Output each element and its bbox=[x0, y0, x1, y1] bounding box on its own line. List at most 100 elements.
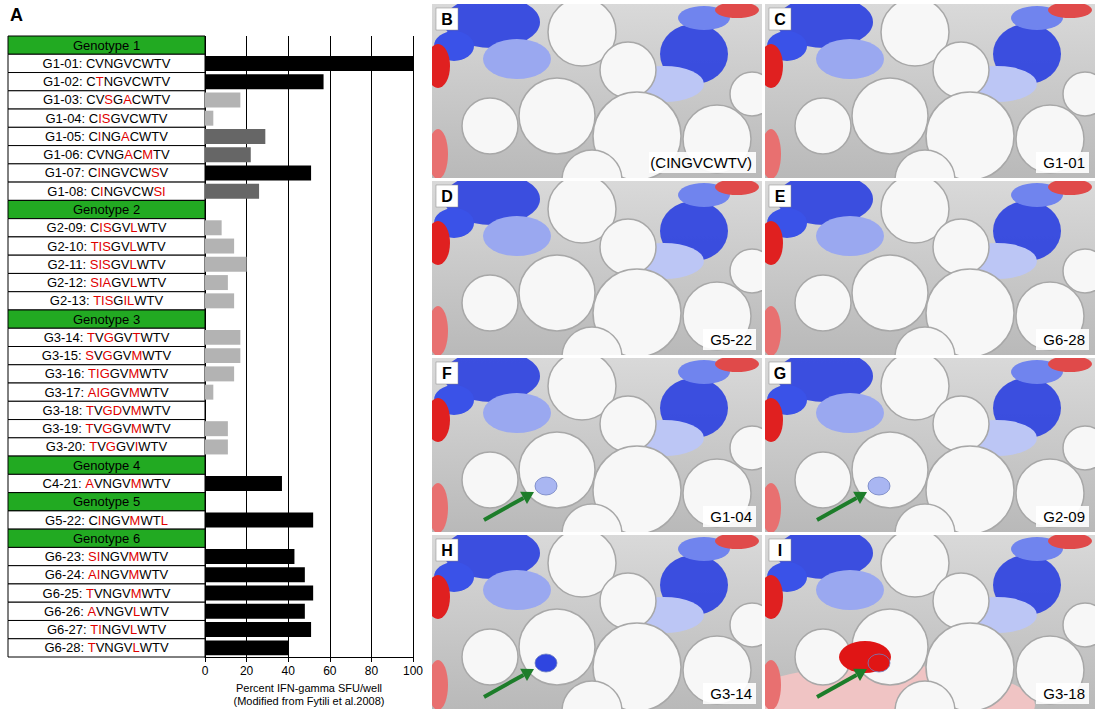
svg-text:A: A bbox=[121, 129, 130, 144]
svg-text:V: V bbox=[157, 622, 166, 637]
svg-text:S: S bbox=[105, 293, 114, 308]
svg-text:W: W bbox=[142, 476, 155, 491]
svg-text:T: T bbox=[87, 330, 95, 345]
svg-text:N: N bbox=[102, 622, 111, 637]
svg-text:C: C bbox=[132, 92, 141, 107]
svg-text:W: W bbox=[140, 640, 153, 655]
svg-text:T: T bbox=[154, 403, 162, 418]
svg-text:V: V bbox=[96, 147, 105, 162]
svg-text:V: V bbox=[121, 239, 130, 254]
svg-text:G3-20:: G3-20: bbox=[46, 439, 89, 454]
svg-text:T: T bbox=[153, 74, 161, 89]
svg-text:C: C bbox=[88, 513, 97, 528]
svg-text:T: T bbox=[133, 330, 141, 345]
svg-text:S: S bbox=[90, 275, 99, 290]
svg-text:C: C bbox=[132, 56, 141, 71]
svg-text:G: G bbox=[112, 421, 122, 436]
svg-text:G3-16:: G3-16: bbox=[45, 366, 88, 381]
svg-text:D: D bbox=[113, 403, 122, 418]
svg-text:G1-01:: G1-01: bbox=[43, 56, 86, 71]
svg-text:A: A bbox=[88, 385, 97, 400]
svg-text:T: T bbox=[149, 622, 157, 637]
svg-text:G: G bbox=[102, 421, 112, 436]
svg-text:N: N bbox=[104, 56, 113, 71]
svg-text:A: A bbox=[123, 92, 132, 107]
svg-text:C: C bbox=[130, 129, 139, 144]
svg-text:V: V bbox=[123, 56, 132, 71]
svg-text:W: W bbox=[140, 513, 153, 528]
svg-text:N: N bbox=[105, 604, 114, 619]
svg-text:S: S bbox=[88, 549, 97, 564]
svg-text:G: G bbox=[100, 385, 110, 400]
svg-text:V: V bbox=[94, 403, 103, 418]
svg-text:N: N bbox=[100, 567, 109, 582]
svg-text:V: V bbox=[120, 567, 129, 582]
svg-text:T: T bbox=[88, 640, 96, 655]
svg-text:A: A bbox=[85, 476, 94, 491]
svg-text:G: G bbox=[112, 476, 122, 491]
svg-text:C: C bbox=[86, 92, 95, 107]
svg-text:I: I bbox=[162, 184, 166, 199]
svg-text:H: H bbox=[441, 542, 453, 559]
svg-text:V: V bbox=[160, 165, 169, 180]
svg-text:G: G bbox=[116, 439, 126, 454]
svg-text:G1-04: G1-04 bbox=[710, 508, 752, 525]
svg-text:V: V bbox=[122, 403, 131, 418]
svg-text:T: T bbox=[86, 421, 94, 436]
svg-text:V: V bbox=[162, 56, 171, 71]
svg-text:V: V bbox=[124, 640, 133, 655]
svg-text:V: V bbox=[124, 330, 133, 345]
svg-text:W: W bbox=[139, 111, 152, 126]
svg-text:T: T bbox=[90, 622, 98, 637]
svg-text:L: L bbox=[133, 604, 140, 619]
svg-text:T: T bbox=[152, 385, 160, 400]
svg-text:G: G bbox=[113, 74, 123, 89]
svg-text:V: V bbox=[121, 275, 130, 290]
svg-text:C: C bbox=[90, 220, 99, 235]
svg-text:80: 80 bbox=[365, 664, 379, 678]
svg-text:W: W bbox=[140, 385, 153, 400]
svg-text:N: N bbox=[101, 129, 110, 144]
svg-text:G6-28:: G6-28: bbox=[44, 640, 87, 655]
svg-text:C: C bbox=[91, 184, 100, 199]
svg-text:G: G bbox=[114, 604, 124, 619]
svg-text:G: G bbox=[106, 439, 116, 454]
svg-text:W: W bbox=[139, 366, 152, 381]
svg-text:C4-21:: C4-21: bbox=[43, 476, 86, 491]
svg-text:C: C bbox=[88, 129, 97, 144]
svg-text:W: W bbox=[137, 622, 150, 637]
svg-text:G5-22: G5-22 bbox=[710, 331, 752, 348]
svg-text:T: T bbox=[149, 239, 157, 254]
svg-text:V: V bbox=[96, 604, 105, 619]
svg-text:G2-09: G2-09 bbox=[1043, 508, 1085, 525]
svg-text:T: T bbox=[153, 513, 161, 528]
svg-text:G6-24:: G6-24: bbox=[45, 567, 88, 582]
svg-text:V: V bbox=[161, 74, 170, 89]
svg-text:V: V bbox=[162, 586, 171, 601]
svg-text:V: V bbox=[120, 385, 129, 400]
svg-text:100: 100 bbox=[403, 664, 423, 678]
svg-text:V: V bbox=[96, 92, 105, 107]
svg-text:W: W bbox=[139, 549, 152, 564]
svg-text:G: G bbox=[104, 330, 114, 345]
svg-text:T: T bbox=[149, 275, 157, 290]
svg-text:T: T bbox=[150, 220, 158, 235]
svg-text:T: T bbox=[89, 439, 97, 454]
svg-text:60: 60 bbox=[323, 664, 337, 678]
svg-text:M: M bbox=[129, 366, 140, 381]
svg-text:G: G bbox=[110, 549, 120, 564]
svg-text:(CINGVCWTV): (CINGVCWTV) bbox=[650, 154, 752, 171]
svg-text:V: V bbox=[120, 366, 129, 381]
svg-text:C: C bbox=[132, 74, 141, 89]
svg-text:G1-01: G1-01 bbox=[1043, 154, 1085, 171]
svg-text:G: G bbox=[113, 184, 123, 199]
svg-text:W: W bbox=[138, 439, 151, 454]
svg-text:T: T bbox=[152, 549, 160, 564]
svg-text:G1-06:: G1-06: bbox=[43, 147, 86, 162]
svg-text:I: I bbox=[778, 542, 782, 559]
svg-text:C: C bbox=[86, 56, 95, 71]
svg-text:0: 0 bbox=[202, 664, 209, 678]
svg-text:N: N bbox=[100, 549, 109, 564]
svg-text:G: G bbox=[110, 111, 120, 126]
svg-text:G: G bbox=[774, 365, 786, 382]
